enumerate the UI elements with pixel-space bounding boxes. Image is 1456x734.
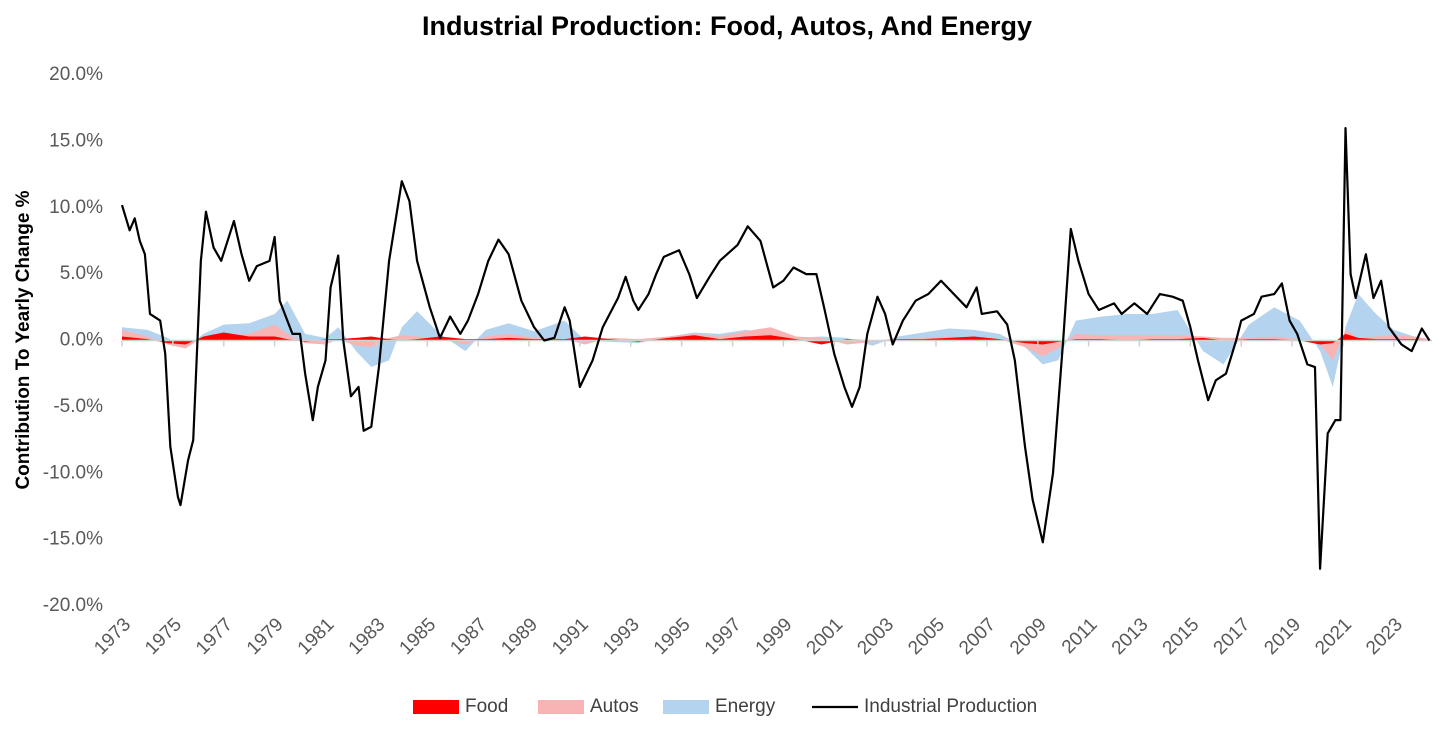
- x-tick-label: 1987: [446, 614, 491, 659]
- x-tick-label: 2001: [803, 614, 848, 659]
- x-tick-label: 2021: [1311, 614, 1356, 659]
- x-tick-label: 2013: [1108, 614, 1153, 659]
- x-tick-label: 1985: [396, 614, 441, 659]
- y-tick-label: 15.0%: [49, 130, 103, 151]
- legend-label: Autos: [590, 696, 639, 717]
- y-axis-label: Contribution To Yearly Change %: [13, 190, 34, 489]
- x-tick-label: 1997: [701, 614, 746, 659]
- y-tick-label: 10.0%: [49, 197, 103, 218]
- x-tick-label: 2023: [1362, 614, 1407, 659]
- x-tick-label: 1993: [599, 614, 644, 659]
- y-tick-label: 20.0%: [49, 64, 103, 85]
- y-tick-label: -15.0%: [43, 529, 103, 550]
- x-tick-label: 1981: [294, 614, 339, 659]
- x-tick-label: 2011: [1058, 614, 1102, 658]
- line: [120, 127, 1431, 570]
- x-tick-label: 2017: [1210, 614, 1255, 659]
- x-tick-label: 1983: [345, 614, 390, 659]
- y-tick-label: -10.0%: [43, 462, 103, 483]
- x-tick-label: 1995: [650, 614, 695, 659]
- x-tick-label: 1999: [752, 614, 797, 659]
- x-tick-label: 1973: [90, 614, 135, 659]
- x-tick-label: 1989: [497, 614, 542, 659]
- x-tick-label: 2019: [1260, 614, 1305, 659]
- legend-swatch: [413, 700, 459, 714]
- legend-label: Energy: [715, 696, 776, 717]
- x-tick-label: 1977: [192, 614, 237, 659]
- legend-label: Industrial Production: [864, 696, 1037, 717]
- y-tick-label: -5.0%: [53, 396, 103, 417]
- x-tick-label: 2003: [853, 614, 898, 659]
- area: [122, 324, 1430, 361]
- x-tick-label: 1975: [141, 614, 186, 659]
- x-tick-label: 1979: [243, 614, 288, 659]
- legend-swatch: [538, 700, 584, 714]
- chart-title: Industrial Production: Food, Autos, And …: [422, 11, 1032, 41]
- y-tick-label: 0.0%: [60, 330, 103, 351]
- legend-swatch: [663, 700, 709, 714]
- y-tick-label: 5.0%: [60, 263, 103, 284]
- x-tick-label: 2007: [955, 614, 1000, 659]
- x-tick-label: 2015: [1159, 614, 1204, 659]
- x-tick-label: 1991: [548, 614, 593, 659]
- legend-label: Food: [465, 696, 508, 717]
- x-tick-label: 2005: [904, 614, 949, 659]
- y-tick-label: -20.0%: [43, 595, 103, 616]
- x-tick-label: 2009: [1006, 614, 1051, 659]
- area: [122, 332, 1430, 345]
